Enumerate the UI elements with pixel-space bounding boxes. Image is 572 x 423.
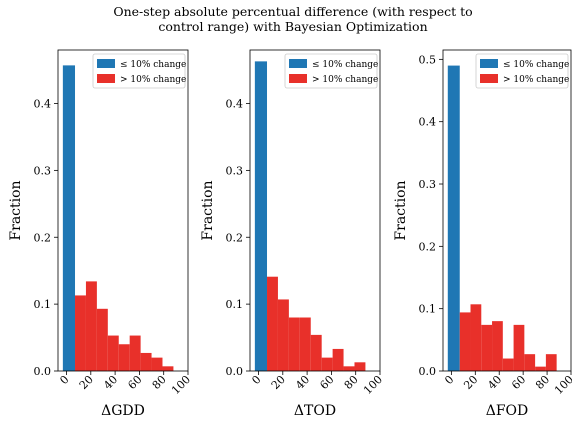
- x-tick-label: 100: [361, 373, 385, 397]
- legend-swatch-small-change: [289, 59, 307, 68]
- legend-swatch-large-change: [97, 74, 115, 83]
- x-axis-label: ΔGDD: [101, 403, 145, 419]
- legend: ≤ 10% change > 10% change: [92, 53, 186, 89]
- y-tick-label: 0.5: [419, 53, 437, 66]
- bar-large-change-3: [481, 324, 493, 371]
- bar-large-change-1: [459, 312, 471, 371]
- legend: ≤ 10% change > 10% change: [475, 53, 569, 89]
- x-tick-label: 20: [269, 373, 288, 392]
- bar-large-change-9: [162, 366, 174, 371]
- bar-large-change-2: [85, 281, 97, 371]
- bar-large-change-5: [310, 334, 322, 371]
- y-tick-label: 0.4: [34, 98, 52, 111]
- legend-label-small-change: ≤ 10% change: [312, 60, 378, 70]
- x-tick-label: 80: [533, 373, 552, 392]
- bar-large-change-7: [332, 348, 344, 371]
- bar-large-change-8: [151, 357, 163, 371]
- legend-label-small-change: ≤ 10% change: [120, 60, 186, 70]
- x-axis-label: ΔTOD: [294, 403, 336, 419]
- legend-box: [284, 53, 378, 89]
- x-tick-label: 40: [485, 373, 504, 392]
- y-tick-label: 0.3: [34, 164, 52, 177]
- bar-large-change-4: [492, 321, 503, 371]
- x-tick-label: 40: [293, 373, 312, 392]
- legend-swatch-large-change: [480, 74, 498, 83]
- x-tick-label: 0: [442, 373, 456, 387]
- legend-label-large-change: > 10% change: [312, 75, 378, 85]
- axes-frame: [442, 49, 572, 372]
- bar-large-change-1: [75, 295, 86, 371]
- x-tick-label: 20: [461, 373, 480, 392]
- y-tick-label: 0.0: [419, 365, 437, 378]
- legend-label-small-change: ≤ 10% change: [503, 60, 569, 70]
- figure-title-line-2: control range) with Bayesian Optimizatio…: [158, 19, 427, 34]
- legend: ≤ 10% change > 10% change: [284, 53, 378, 89]
- x-tick-label: 20: [77, 373, 96, 392]
- x-tick-label: 60: [125, 373, 144, 392]
- x-tick-label: 80: [150, 373, 169, 392]
- bar-large-change-4: [107, 335, 119, 371]
- legend-label-large-change: > 10% change: [503, 75, 569, 85]
- bar-large-change-7: [524, 354, 536, 371]
- y-tick-label: 0.0: [34, 365, 52, 378]
- x-tick-label: 100: [552, 373, 572, 397]
- y-tick-label: 0.0: [226, 365, 244, 378]
- y-tick-label: 0.4: [226, 98, 244, 111]
- bar-large-change-3: [288, 317, 300, 371]
- chart-panel-3: 0.0 0.1 0.2 0.3 0.4 0.5 0 20 40 60 80 100 ΔFOD Fracti…: [393, 49, 572, 419]
- y-tick-label: 0.4: [419, 116, 437, 129]
- bar-large-change-1: [267, 276, 278, 371]
- y-tick-label: 0.1: [226, 298, 244, 311]
- y-tick-label: 0.3: [226, 164, 244, 177]
- y-tick-label: 0.2: [226, 231, 244, 244]
- x-tick-label: 60: [509, 373, 528, 392]
- x-tick-label: 0: [249, 373, 263, 387]
- legend-label-large-change: > 10% change: [120, 75, 186, 85]
- bar-large-change-4: [299, 317, 311, 371]
- bar-large-change-5: [502, 358, 514, 371]
- y-tick-label: 0.2: [34, 231, 52, 244]
- y-tick-label: 0.3: [419, 178, 437, 191]
- legend-swatch-small-change: [480, 59, 498, 68]
- bar-large-change-9: [354, 362, 366, 371]
- y-tick-label: 0.2: [419, 240, 437, 253]
- y-tick-label: 0.1: [419, 303, 437, 316]
- x-tick-label: 40: [101, 373, 120, 392]
- x-tick-label: 0: [57, 373, 71, 387]
- bar-small-change-1: [62, 65, 76, 371]
- bar-large-change-5: [118, 344, 130, 371]
- legend-box: [475, 53, 569, 89]
- bar-large-change-3: [96, 308, 108, 371]
- bar-large-change-8: [535, 366, 546, 371]
- axes-frame: [57, 49, 189, 372]
- x-tick-label: 100: [169, 373, 193, 397]
- bar-large-change-9: [545, 354, 557, 371]
- y-axis-label: Fraction: [8, 180, 24, 240]
- chart-panel-2: 0.0 0.1 0.2 0.3 0.4 0 20 40 60 80 100 ΔTOD Fraction ≤…: [200, 49, 385, 419]
- legend-box: [92, 53, 186, 89]
- bar-large-change-2: [277, 299, 289, 371]
- bar-large-change-8: [343, 366, 355, 371]
- bar-large-change-6: [513, 324, 525, 371]
- bar-large-change-6: [129, 335, 141, 371]
- y-tick-label: 0.1: [34, 298, 52, 311]
- y-axis-label: Fraction: [200, 180, 216, 240]
- y-axis-label: Fraction: [393, 180, 409, 240]
- x-axis-label: ΔFOD: [486, 403, 529, 419]
- figure-title-line-1: One-step absolute percentual difference …: [113, 4, 472, 19]
- chart-panel-1: 0.0 0.1 0.2 0.3 0.4 0 20 40 60 80 100 ΔGDD Fraction ≤…: [8, 49, 193, 419]
- bar-large-change-7: [140, 352, 152, 371]
- legend-swatch-large-change: [289, 74, 307, 83]
- legend-swatch-small-change: [97, 59, 115, 68]
- bar-small-change-1: [254, 61, 268, 372]
- x-tick-label: 80: [342, 373, 361, 392]
- bar-small-change-1: [447, 65, 460, 372]
- bar-large-change-2: [470, 304, 482, 371]
- bar-large-change-6: [321, 357, 333, 371]
- axes-frame: [249, 49, 381, 372]
- x-tick-label: 60: [317, 373, 336, 392]
